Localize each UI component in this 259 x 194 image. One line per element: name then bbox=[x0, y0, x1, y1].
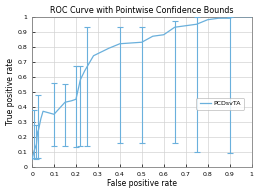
PCDsvTA bbox=[35, 143, 38, 146]
PCDsvTA bbox=[228, 17, 231, 19]
PCDsvTA bbox=[162, 34, 165, 36]
Y-axis label: True positive rate: True positive rate bbox=[5, 58, 15, 125]
PCDsvTA bbox=[184, 25, 187, 27]
PCDsvTA bbox=[63, 101, 67, 103]
Line: PCDsvTA: PCDsvTA bbox=[32, 17, 251, 159]
PCDsvTA bbox=[37, 128, 40, 130]
PCDsvTA bbox=[33, 149, 36, 152]
PCDsvTA bbox=[173, 26, 176, 28]
PCDsvTA bbox=[107, 47, 110, 49]
PCDsvTA bbox=[39, 118, 42, 120]
PCDsvTA bbox=[118, 42, 121, 45]
PCDsvTA bbox=[239, 16, 242, 18]
PCDsvTA bbox=[140, 41, 143, 43]
PCDsvTA bbox=[31, 158, 34, 160]
Title: ROC Curve with Pointwise Confidence Bounds: ROC Curve with Pointwise Confidence Boun… bbox=[50, 6, 234, 15]
PCDsvTA bbox=[217, 17, 220, 19]
PCDsvTA bbox=[74, 98, 77, 100]
PCDsvTA bbox=[79, 79, 82, 81]
PCDsvTA bbox=[70, 100, 73, 102]
PCDsvTA bbox=[232, 16, 235, 18]
PCDsvTA bbox=[151, 35, 154, 37]
PCDsvTA bbox=[206, 19, 209, 21]
X-axis label: False positive rate: False positive rate bbox=[107, 179, 177, 188]
PCDsvTA bbox=[250, 16, 253, 18]
PCDsvTA bbox=[41, 110, 45, 113]
PCDsvTA bbox=[36, 131, 39, 133]
PCDsvTA bbox=[92, 55, 95, 57]
PCDsvTA bbox=[53, 113, 56, 115]
PCDsvTA bbox=[83, 70, 86, 72]
PCDsvTA bbox=[195, 23, 198, 25]
Legend: PCDsvTA: PCDsvTA bbox=[197, 98, 244, 110]
